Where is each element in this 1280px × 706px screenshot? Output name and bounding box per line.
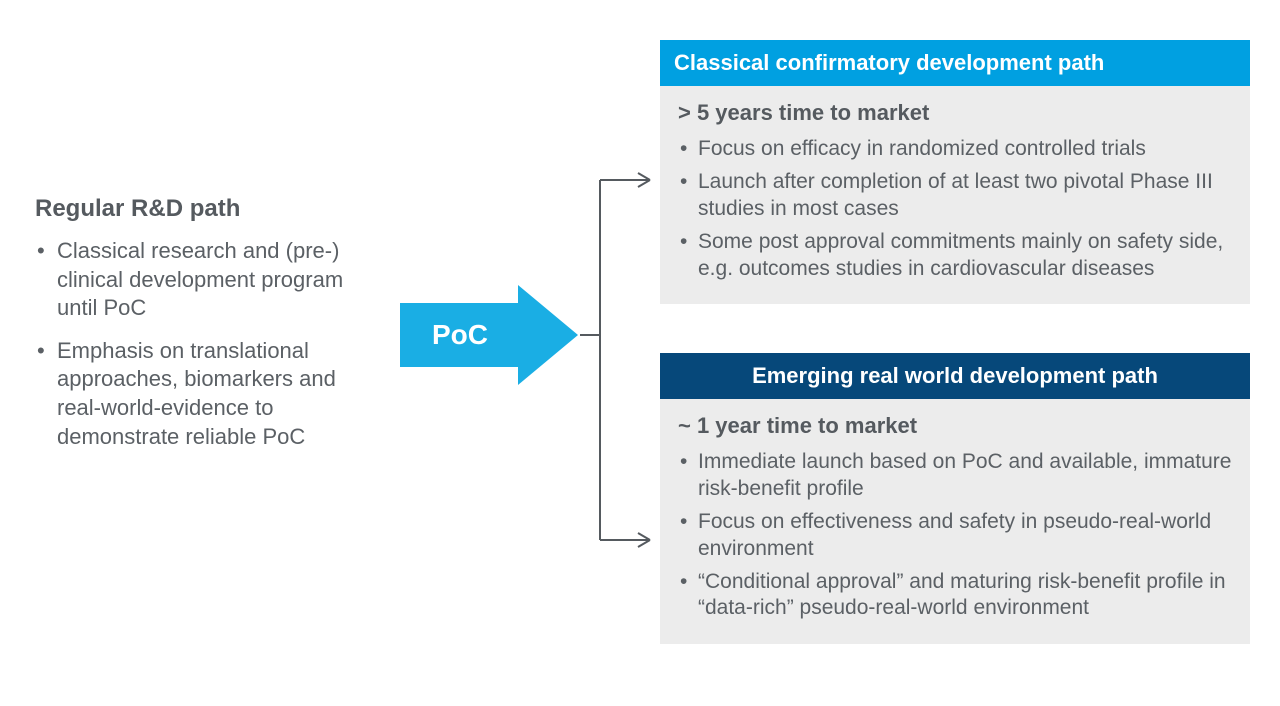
left-bullet: Classical research and (pre-) clinical d… [35, 237, 380, 323]
panel-bullet: Immediate launch based on PoC and availa… [678, 449, 1232, 503]
panel-bullet: Focus on effectiveness and safety in pse… [678, 509, 1232, 563]
panel-emerging-subtitle: ~ 1 year time to market [678, 413, 1232, 439]
left-title: Regular R&D path [35, 195, 380, 223]
diagram-canvas: Regular R&D path Classical research and … [0, 0, 1280, 706]
panel-bullet: Focus on efficacy in randomized controll… [678, 136, 1232, 163]
panel-classical: Classical confirmatory development path … [660, 40, 1250, 304]
panel-classical-header: Classical confirmatory development path [660, 40, 1250, 86]
panel-emerging-body: ~ 1 year time to market Immediate launch… [660, 399, 1250, 644]
panel-bullet: Launch after completion of at least two … [678, 169, 1232, 223]
panel-emerging-bullets: Immediate launch based on PoC and availa… [678, 449, 1232, 622]
arrow-label: PoC [432, 319, 488, 351]
left-column: Regular R&D path Classical research and … [35, 195, 380, 465]
panel-bullet: Some post approval commitments mainly on… [678, 229, 1232, 283]
panel-classical-subtitle: > 5 years time to market [678, 100, 1232, 126]
panel-emerging: Emerging real world development path ~ 1… [660, 353, 1250, 644]
panel-emerging-header: Emerging real world development path [660, 353, 1250, 399]
poc-arrow: PoC [400, 285, 590, 385]
left-bullet: Emphasis on translational approaches, bi… [35, 337, 380, 451]
panel-bullet: “Conditional approval” and maturing risk… [678, 569, 1232, 623]
panel-classical-bullets: Focus on efficacy in randomized controll… [678, 136, 1232, 282]
left-bullets: Classical research and (pre-) clinical d… [35, 237, 380, 451]
arrow-head-icon [518, 285, 578, 385]
panel-classical-body: > 5 years time to market Focus on effica… [660, 86, 1250, 304]
arrow-body: PoC [400, 303, 520, 367]
